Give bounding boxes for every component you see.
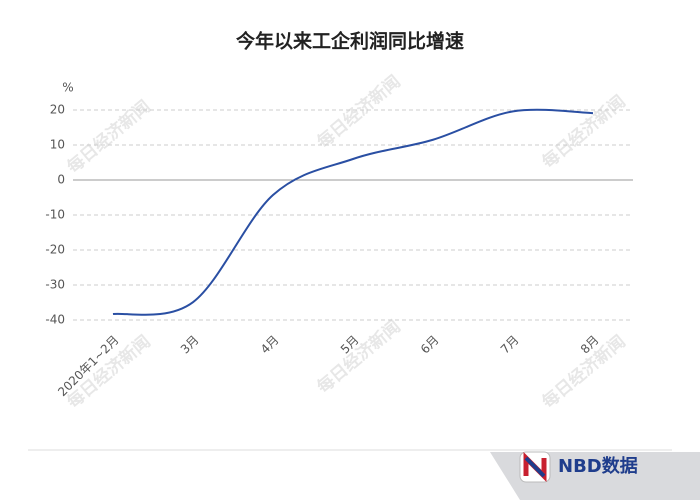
watermark: 每日经济新闻 xyxy=(313,71,405,153)
y-tick-label: 20 xyxy=(50,103,65,117)
y-tick-label: -40 xyxy=(45,313,65,327)
x-tick-label: 3月 xyxy=(178,333,202,357)
y-tick-label: 10 xyxy=(50,138,65,152)
x-tick-label: 7月 xyxy=(498,333,522,357)
watermark: 每日经济新闻 xyxy=(63,96,155,178)
watermark: 每日经济新闻 xyxy=(313,316,405,398)
y-tick-label: 0 xyxy=(57,173,65,187)
y-unit: % xyxy=(62,81,73,95)
footer-label: NBD数据 xyxy=(558,455,638,477)
y-tick-label: -30 xyxy=(45,278,65,292)
logo-mark xyxy=(524,456,546,478)
y-tick-label: -20 xyxy=(45,243,65,257)
y-tick-label: -10 xyxy=(45,208,65,222)
line xyxy=(112,108,594,316)
x-tick-label: 6月 xyxy=(418,333,442,357)
chart-title: 今年以来工企利润同比增速 xyxy=(235,30,464,53)
watermark: 每日经济新闻 xyxy=(538,91,630,173)
x-tick-label: 4月 xyxy=(258,333,282,357)
